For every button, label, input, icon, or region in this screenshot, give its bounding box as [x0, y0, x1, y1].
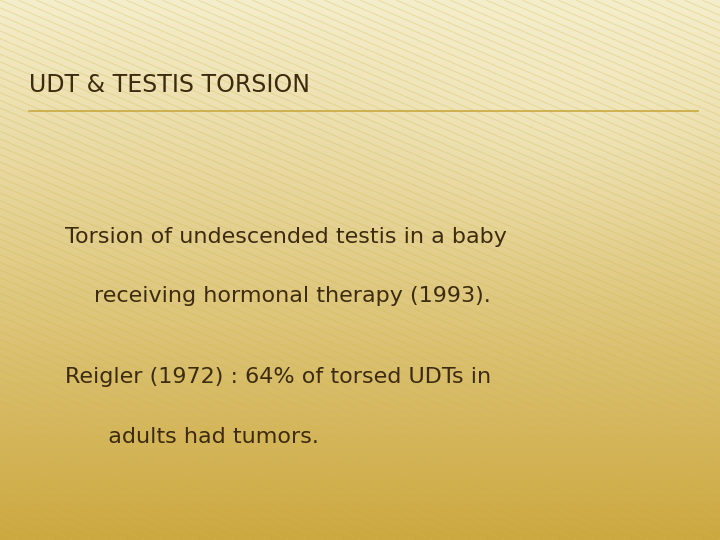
Text: UDT & TESTIS TORSION: UDT & TESTIS TORSION: [29, 73, 310, 97]
Text: Torsion of undescended testis in a baby: Torsion of undescended testis in a baby: [65, 227, 507, 247]
Text: adults had tumors.: adults had tumors.: [94, 427, 318, 447]
Text: Reigler (1972) : 64% of torsed UDTs in: Reigler (1972) : 64% of torsed UDTs in: [65, 367, 491, 387]
Text: receiving hormonal therapy (1993).: receiving hormonal therapy (1993).: [94, 286, 490, 306]
